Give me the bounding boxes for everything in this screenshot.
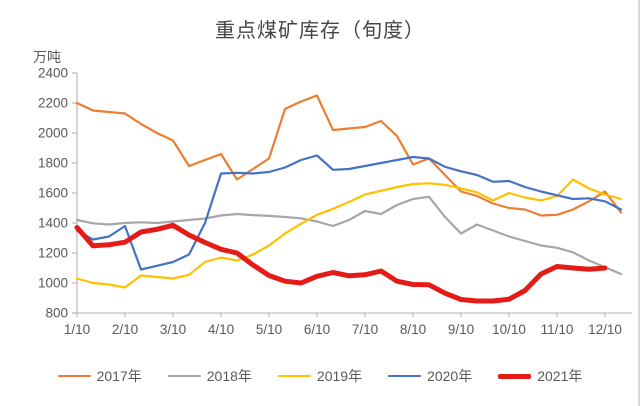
x-tick-label: 7/10: [352, 322, 378, 337]
legend-swatch-icon: [57, 374, 91, 378]
legend-label: 2018年: [206, 368, 252, 384]
x-tick-label: 10/10: [492, 322, 526, 337]
y-axis-unit-label: 万吨: [33, 49, 61, 65]
y-tick-label: 1800: [38, 156, 68, 171]
legend-swatch-icon: [277, 374, 311, 378]
series-line-2018: [75, 195, 623, 276]
series-line-2017: [75, 94, 623, 217]
x-tick-label: 1/10: [64, 322, 90, 337]
y-tick-label: 2400: [38, 66, 68, 81]
legend-label: 2017年: [96, 368, 142, 384]
legend-swatch-icon: [388, 374, 422, 378]
x-tick-label: 6/10: [304, 322, 330, 337]
y-tick-label: 800: [45, 306, 68, 321]
y-tick-label: 2000: [38, 126, 68, 141]
legend-item-2018: 2018年: [167, 366, 252, 386]
legend-item-2020: 2020年: [388, 366, 472, 386]
x-tick-label: 12/10: [588, 322, 622, 337]
legend-item-2019: 2019年: [277, 366, 363, 386]
chart-title: 重点煤矿库存（旬度）: [215, 20, 425, 42]
legend-swatch-icon: [167, 374, 201, 378]
legend-swatch-icon: [498, 373, 532, 379]
x-tick-label: 8/10: [400, 322, 426, 337]
y-tick-label: 2200: [38, 96, 68, 111]
x-tick-label: 5/10: [256, 322, 282, 337]
y-tick-label: 1200: [38, 246, 68, 261]
series-line-2021: [74, 222, 608, 304]
legend-label: 2020年: [427, 368, 473, 384]
x-tick-label: 11/10: [541, 322, 574, 337]
x-tick-label: 3/10: [160, 322, 186, 337]
legend-item-2021: 2021年: [498, 366, 582, 386]
y-tick-label: 1600: [38, 186, 68, 201]
legend-item-2017: 2017年: [57, 366, 142, 386]
x-tick-label: 9/10: [448, 322, 474, 337]
legend-label: 2021年: [537, 368, 583, 384]
y-tick-label: 1400: [38, 216, 68, 231]
x-tick-label: 2/10: [112, 322, 138, 337]
series-line-2020: [75, 154, 623, 271]
legend-label: 2019年: [316, 368, 363, 384]
legend: 2017年 2018年 2019年 2020年 2021年: [0, 366, 638, 386]
y-tick-label: 1000: [38, 276, 68, 291]
series-line-2019: [75, 178, 623, 289]
x-tick-label: 4/10: [208, 322, 234, 337]
